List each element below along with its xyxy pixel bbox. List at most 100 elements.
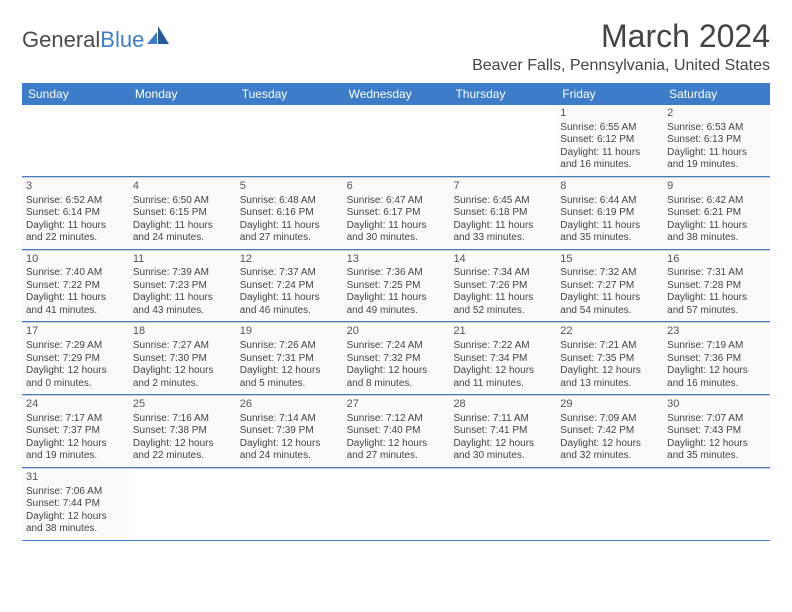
day-info-line: Sunrise: 7:14 AM [240, 413, 339, 426]
day-info-line: Daylight: 12 hours [26, 438, 125, 451]
location: Beaver Falls, Pennsylvania, United State… [472, 57, 770, 75]
logo-sail-icon [147, 24, 169, 50]
day-cell: 13Sunrise: 7:36 AMSunset: 7:25 PMDayligh… [343, 250, 450, 322]
day-info-line: Sunset: 7:43 PM [667, 425, 766, 438]
day-info-line: Sunset: 7:24 PM [240, 280, 339, 293]
day-info-line: and 16 minutes. [667, 378, 766, 391]
day-info-line: Sunset: 7:38 PM [133, 425, 232, 438]
day-info-line: Sunset: 6:15 PM [133, 207, 232, 220]
day-info-line: Sunset: 7:42 PM [560, 425, 659, 438]
logo: GeneralBlue [22, 18, 169, 56]
day-cell: 25Sunrise: 7:16 AMSunset: 7:38 PMDayligh… [129, 395, 236, 467]
day-info-line: and 19 minutes. [667, 159, 766, 172]
day-info-line: Sunset: 7:28 PM [667, 280, 766, 293]
day-info-line: Daylight: 12 hours [26, 365, 125, 378]
week-row: 17Sunrise: 7:29 AMSunset: 7:29 PMDayligh… [22, 322, 770, 395]
week-row: 10Sunrise: 7:40 AMSunset: 7:22 PMDayligh… [22, 250, 770, 323]
day-info-line: Daylight: 11 hours [133, 292, 232, 305]
day-cell: 10Sunrise: 7:40 AMSunset: 7:22 PMDayligh… [22, 250, 129, 322]
day-info-line: and 0 minutes. [26, 378, 125, 391]
day-header-cell: Thursday [449, 83, 556, 105]
day-number: 31 [26, 471, 125, 485]
day-number: 1 [560, 107, 659, 121]
day-info-line: Daylight: 11 hours [560, 147, 659, 160]
day-info-line: Sunset: 6:21 PM [667, 207, 766, 220]
day-number: 15 [560, 253, 659, 267]
day-info-line: and 22 minutes. [26, 232, 125, 245]
day-info-line: Daylight: 12 hours [26, 511, 125, 524]
day-number: 16 [667, 253, 766, 267]
day-info-line: and 41 minutes. [26, 305, 125, 318]
day-info-line: and 27 minutes. [347, 450, 446, 463]
day-info-line: Sunrise: 6:42 AM [667, 195, 766, 208]
title-block: March 2024 Beaver Falls, Pennsylvania, U… [472, 18, 770, 75]
calendar: SundayMondayTuesdayWednesdayThursdayFrid… [22, 83, 770, 541]
day-info-line: and 46 minutes. [240, 305, 339, 318]
day-info-line: Sunset: 6:13 PM [667, 134, 766, 147]
day-number: 10 [26, 253, 125, 267]
day-cell: 15Sunrise: 7:32 AMSunset: 7:27 PMDayligh… [556, 250, 663, 322]
day-info-line: Daylight: 12 hours [133, 365, 232, 378]
day-info-line: Daylight: 11 hours [667, 220, 766, 233]
day-info-line: Daylight: 12 hours [453, 438, 552, 451]
day-info-line: Sunset: 6:19 PM [560, 207, 659, 220]
day-info-line: and 54 minutes. [560, 305, 659, 318]
empty-cell [556, 468, 663, 540]
day-info-line: Daylight: 11 hours [240, 292, 339, 305]
day-info-line: Daylight: 12 hours [560, 365, 659, 378]
week-row: 31Sunrise: 7:06 AMSunset: 7:44 PMDayligh… [22, 468, 770, 541]
day-header-row: SundayMondayTuesdayWednesdayThursdayFrid… [22, 83, 770, 105]
day-info-line: Daylight: 12 hours [240, 365, 339, 378]
day-number: 24 [26, 398, 125, 412]
day-info-line: Daylight: 12 hours [560, 438, 659, 451]
week-row: 1Sunrise: 6:55 AMSunset: 6:12 PMDaylight… [22, 105, 770, 177]
day-cell: 6Sunrise: 6:47 AMSunset: 6:17 PMDaylight… [343, 177, 450, 249]
day-info-line: Sunset: 6:18 PM [453, 207, 552, 220]
day-info-line: and 30 minutes. [453, 450, 552, 463]
day-cell: 17Sunrise: 7:29 AMSunset: 7:29 PMDayligh… [22, 322, 129, 394]
day-info-line: and 19 minutes. [26, 450, 125, 463]
day-info-line: Sunrise: 6:52 AM [26, 195, 125, 208]
day-info-line: and 30 minutes. [347, 232, 446, 245]
day-info-line: Sunrise: 7:40 AM [26, 267, 125, 280]
day-number: 28 [453, 398, 552, 412]
day-cell: 9Sunrise: 6:42 AMSunset: 6:21 PMDaylight… [663, 177, 770, 249]
day-info-line: Daylight: 11 hours [453, 220, 552, 233]
day-info-line: Daylight: 11 hours [453, 292, 552, 305]
day-info-line: Sunset: 7:23 PM [133, 280, 232, 293]
day-cell: 1Sunrise: 6:55 AMSunset: 6:12 PMDaylight… [556, 105, 663, 176]
day-info-line: Sunset: 7:27 PM [560, 280, 659, 293]
day-info-line: Daylight: 11 hours [560, 292, 659, 305]
day-info-line: and 35 minutes. [560, 232, 659, 245]
day-info-line: Sunset: 7:26 PM [453, 280, 552, 293]
day-info-line: and 49 minutes. [347, 305, 446, 318]
day-number: 21 [453, 325, 552, 339]
empty-cell [236, 468, 343, 540]
empty-cell [449, 468, 556, 540]
empty-cell [343, 468, 450, 540]
day-info-line: and 11 minutes. [453, 378, 552, 391]
day-info-line: Sunrise: 7:21 AM [560, 340, 659, 353]
day-info-line: Daylight: 12 hours [453, 365, 552, 378]
day-header-cell: Wednesday [343, 83, 450, 105]
day-info-line: Daylight: 11 hours [133, 220, 232, 233]
day-info-line: and 22 minutes. [133, 450, 232, 463]
day-info-line: and 32 minutes. [560, 450, 659, 463]
day-info-line: and 5 minutes. [240, 378, 339, 391]
day-cell: 26Sunrise: 7:14 AMSunset: 7:39 PMDayligh… [236, 395, 343, 467]
day-info-line: Sunset: 7:34 PM [453, 353, 552, 366]
day-info-line: Sunset: 7:37 PM [26, 425, 125, 438]
day-header-cell: Tuesday [236, 83, 343, 105]
day-info-line: Sunrise: 7:09 AM [560, 413, 659, 426]
day-cell: 7Sunrise: 6:45 AMSunset: 6:18 PMDaylight… [449, 177, 556, 249]
day-cell: 28Sunrise: 7:11 AMSunset: 7:41 PMDayligh… [449, 395, 556, 467]
day-info-line: Daylight: 12 hours [347, 365, 446, 378]
day-info-line: Sunrise: 7:11 AM [453, 413, 552, 426]
day-info-line: Sunset: 7:32 PM [347, 353, 446, 366]
day-info-line: Sunrise: 6:47 AM [347, 195, 446, 208]
day-info-line: Sunrise: 7:24 AM [347, 340, 446, 353]
day-info-line: Daylight: 11 hours [26, 292, 125, 305]
day-cell: 20Sunrise: 7:24 AMSunset: 7:32 PMDayligh… [343, 322, 450, 394]
day-info-line: Sunrise: 6:55 AM [560, 122, 659, 135]
day-info-line: Daylight: 12 hours [347, 438, 446, 451]
